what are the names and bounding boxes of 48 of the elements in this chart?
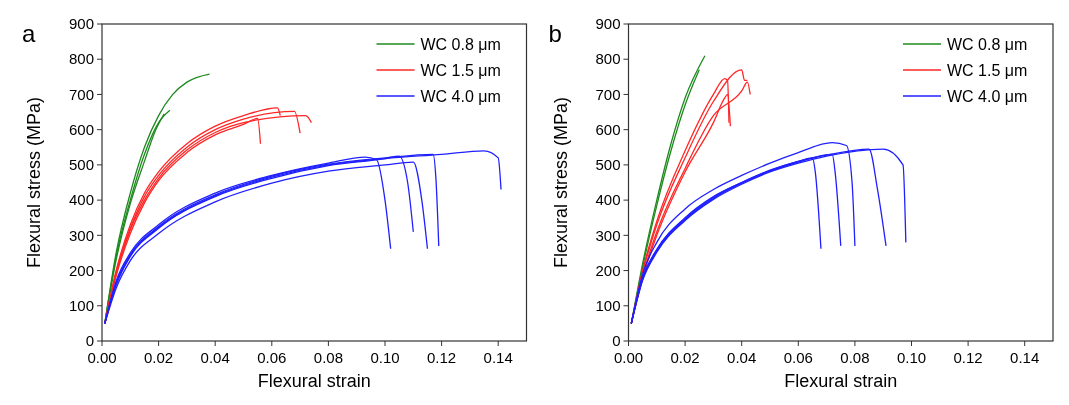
y-tick-label: 700 bbox=[68, 85, 94, 103]
legend-label: WC 4.0 μm bbox=[947, 87, 1028, 105]
y-tick-label: 0 bbox=[612, 332, 621, 350]
legend-label: WC 1.5 μm bbox=[420, 61, 501, 79]
legend-label: WC 0.8 μm bbox=[947, 35, 1028, 53]
x-tick-label: 0.10 bbox=[896, 349, 927, 366]
x-tick-label: 0.14 bbox=[483, 349, 513, 366]
y-tick-label: 500 bbox=[595, 156, 621, 174]
x-axis-title: Flexural strain bbox=[257, 371, 371, 391]
y-tick-label: 400 bbox=[595, 191, 621, 209]
x-tick-label: 0.00 bbox=[613, 349, 644, 366]
x-tick-label: 0.06 bbox=[257, 349, 287, 366]
text: b bbox=[548, 20, 562, 47]
x-tick-label: 0.14 bbox=[1010, 349, 1040, 366]
x-tick-label: 0.02 bbox=[670, 349, 700, 366]
y-tick-label: 100 bbox=[68, 297, 94, 315]
y-tick-label: 100 bbox=[595, 297, 621, 315]
y-tick-label: 600 bbox=[68, 120, 94, 138]
x-tick-label: 0.12 bbox=[427, 349, 457, 366]
y-tick-label: 400 bbox=[68, 191, 94, 209]
x-tick-label: 0.02 bbox=[144, 349, 174, 366]
x-tick-label: 0.06 bbox=[783, 349, 813, 366]
y-tick-label: 200 bbox=[68, 261, 94, 279]
y-tick-label: 900 bbox=[595, 15, 621, 33]
y-tick-label: 800 bbox=[595, 50, 621, 68]
x-tick-label: 0.08 bbox=[313, 349, 343, 366]
y-tick-label: 300 bbox=[68, 226, 94, 244]
y-axis-title: Flexural stress (MPa) bbox=[24, 96, 44, 269]
x-tick-label: 0.10 bbox=[370, 349, 400, 366]
y-tick-label: 600 bbox=[595, 120, 621, 138]
y-tick-label: 500 bbox=[68, 156, 94, 174]
y-tick-label: 900 bbox=[68, 15, 94, 33]
x-tick-label: 0.04 bbox=[200, 349, 230, 366]
x-tick-label: 0.12 bbox=[953, 349, 983, 366]
y-tick-label: 800 bbox=[68, 50, 94, 68]
y-tick-label: 0 bbox=[85, 332, 94, 350]
x-tick-label: 0.08 bbox=[840, 349, 870, 366]
y-axis-title: Flexural stress (MPa) bbox=[550, 96, 571, 269]
y-tick-label: 200 bbox=[595, 261, 621, 279]
y-tick-label: 300 bbox=[595, 226, 621, 244]
legend-label: WC 1.5 μm bbox=[947, 61, 1028, 79]
x-axis-title: Flexural strain bbox=[784, 371, 898, 391]
x-tick-label: 0.00 bbox=[87, 349, 117, 366]
y-tick-label: 700 bbox=[595, 85, 621, 103]
legend-label: WC 0.8 μm bbox=[420, 35, 501, 53]
legend-label: WC 4.0 μm bbox=[420, 87, 501, 105]
x-tick-label: 0.04 bbox=[727, 349, 757, 366]
text: a bbox=[22, 20, 36, 47]
